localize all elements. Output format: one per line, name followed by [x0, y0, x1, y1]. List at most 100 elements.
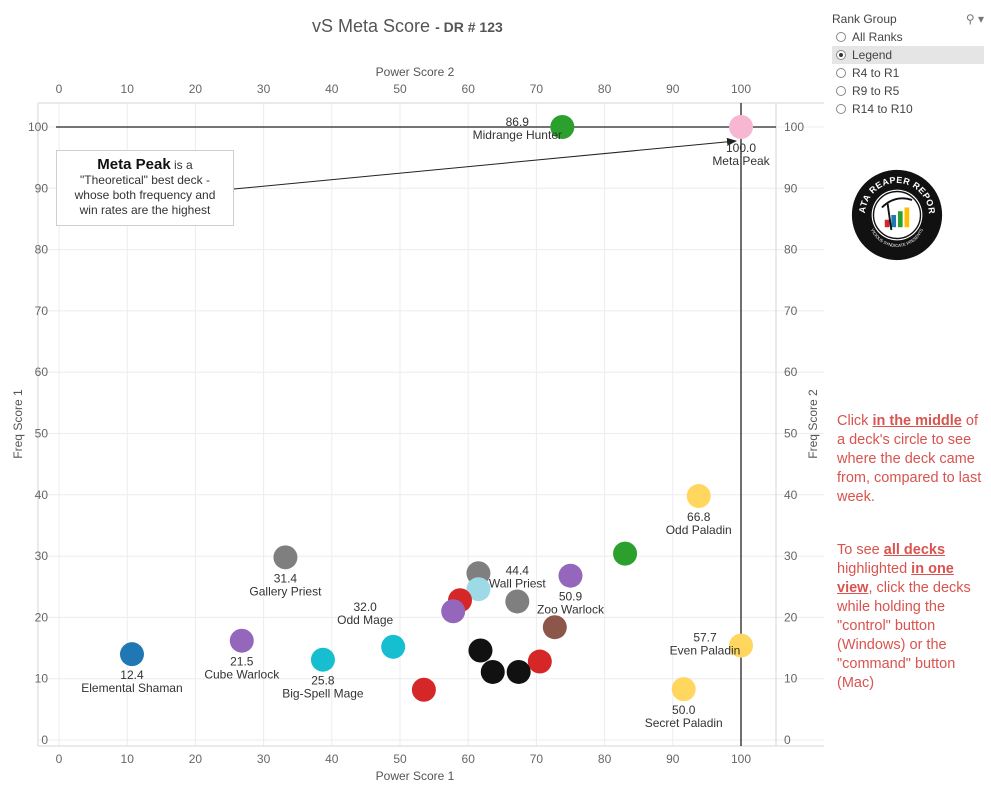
point-score-label: 31.4 [274, 571, 298, 585]
x-tick-label: 50 [393, 752, 407, 766]
x-tick-label: 0 [56, 752, 63, 766]
y-tick-label: 60 [35, 365, 49, 379]
rank-option-legend[interactable]: Legend [832, 46, 984, 64]
annotation-line: win rates are the highest [79, 203, 211, 217]
data-point [729, 115, 753, 139]
point-name-label: Gallery Priest [249, 584, 322, 598]
search-icon[interactable]: ⚲ [965, 12, 975, 26]
data-point [542, 615, 567, 640]
x-tick-label: 100 [731, 752, 751, 766]
y-tick-label: 10 [35, 672, 49, 686]
data-point [729, 633, 753, 658]
point-score-label: 25.8 [311, 674, 335, 688]
instruction-click-middle: Click in the middle of a deck's circle t… [837, 412, 987, 507]
radio-icon[interactable] [836, 104, 846, 114]
y2-tick-label: 80 [784, 243, 798, 257]
point-score-label: 57.7 [693, 631, 717, 645]
y2-tick-label: 60 [784, 365, 798, 379]
x-tick-label: 90 [666, 752, 680, 766]
instruction-text: To see [837, 542, 884, 558]
radio-icon[interactable] [836, 86, 846, 96]
y2-tick-label: 20 [784, 610, 798, 624]
point-name-label: Elemental Shaman [81, 681, 182, 695]
rank-option-r9-r5[interactable]: R9 to R5 [832, 82, 984, 100]
point-name-label: Secret Paladin [645, 716, 723, 730]
point-name-label: Odd Paladin [666, 523, 732, 537]
x2-tick-label: 10 [121, 82, 135, 96]
rank-option-r14-r10[interactable]: R14 to R10 [832, 100, 984, 118]
rank-option-label: Legend [852, 48, 893, 62]
data-point [686, 484, 711, 509]
x2-tick-label: 0 [56, 82, 63, 96]
rank-option-label: R14 to R10 [852, 102, 913, 116]
instruction-text: , click the decks while holding the "con… [837, 580, 971, 691]
point-name-label: Wall Priest [489, 576, 547, 590]
data-point [381, 634, 406, 659]
radio-selected-icon[interactable] [836, 50, 846, 60]
y-tick-label: 50 [35, 427, 49, 441]
data-point [613, 541, 638, 566]
data-point [550, 115, 575, 139]
rank-option-r4-r1[interactable]: R4 to R1 [832, 64, 984, 82]
data-point [505, 589, 530, 614]
y-axis-title: Freq Score 1 [11, 389, 25, 459]
annotation-line: "Theoretical" best deck - [80, 173, 210, 187]
data-point [229, 628, 254, 653]
y-tick-label: 90 [35, 181, 49, 195]
x2-tick-label: 80 [598, 82, 612, 96]
y2-tick-label: 70 [784, 304, 798, 318]
x2-tick-label: 30 [257, 82, 271, 96]
data-point [466, 577, 491, 602]
annotation-highlight: Meta Peak [97, 156, 171, 173]
instruction-text: highlighted [837, 561, 912, 577]
data-point [480, 659, 505, 684]
point-score-label: 21.5 [230, 655, 254, 669]
x2-tick-label: 60 [462, 82, 476, 96]
x-tick-label: 10 [121, 752, 135, 766]
instruction-multi-select: To see all decks highlighted in one view… [837, 541, 987, 693]
rank-option-label: All Ranks [852, 30, 903, 44]
point-name-label: Zoo Warlock [537, 603, 605, 617]
data-point [273, 545, 298, 570]
dropdown-arrow-icon[interactable]: ▾ [977, 12, 984, 26]
x-tick-label: 20 [189, 752, 203, 766]
point-score-label: 100.0 [726, 141, 756, 155]
data-point [441, 599, 466, 624]
radio-icon[interactable] [836, 32, 846, 42]
annotation-line: whose both frequency and [74, 188, 216, 202]
y2-tick-label: 100 [784, 120, 804, 134]
point-score-label: 66.8 [687, 510, 711, 524]
data-point [310, 647, 335, 672]
data-point [468, 638, 493, 663]
meta-peak-annotation: Meta Peak is a "Theoretical" best deck -… [56, 150, 234, 226]
point-name-label: Big-Spell Mage [282, 687, 364, 701]
y2-tick-label: 0 [784, 733, 791, 747]
y-tick-label: 100 [28, 120, 48, 134]
x-tick-label: 40 [325, 752, 339, 766]
y2-tick-label: 10 [784, 672, 798, 686]
data-point [558, 563, 583, 588]
instruction-emphasis: in one view [837, 561, 954, 596]
data-point [506, 659, 531, 684]
y2-tick-label: 50 [784, 427, 798, 441]
radio-icon[interactable] [836, 68, 846, 78]
instruction-emphasis: in the middle [872, 413, 962, 429]
annotation-line: is a [174, 158, 193, 172]
data-point [411, 677, 436, 702]
point-name-label: Midrange Hunter [473, 128, 562, 142]
chart-title-main: vS Meta Score [312, 16, 431, 36]
y-tick-label: 40 [35, 488, 49, 502]
data-point [119, 642, 144, 667]
point-name-label: Even Paladin [670, 644, 741, 658]
y-tick-label: 20 [35, 610, 49, 624]
point-score-label: 44.4 [506, 563, 530, 577]
point-score-label: 86.9 [506, 115, 530, 129]
rank-option-all-ranks[interactable]: All Ranks [832, 28, 984, 46]
point-score-label: 12.4 [120, 668, 144, 682]
instruction-emphasis: all decks [883, 542, 946, 558]
y-tick-label: 70 [35, 304, 49, 318]
instruction-text: of a deck's circle to see where the deck… [837, 413, 982, 505]
rank-option-label: R4 to R1 [852, 66, 900, 80]
y2-axis-title: Freq Score 2 [806, 389, 820, 459]
x2-axis-title: Power Score 2 [376, 65, 455, 79]
